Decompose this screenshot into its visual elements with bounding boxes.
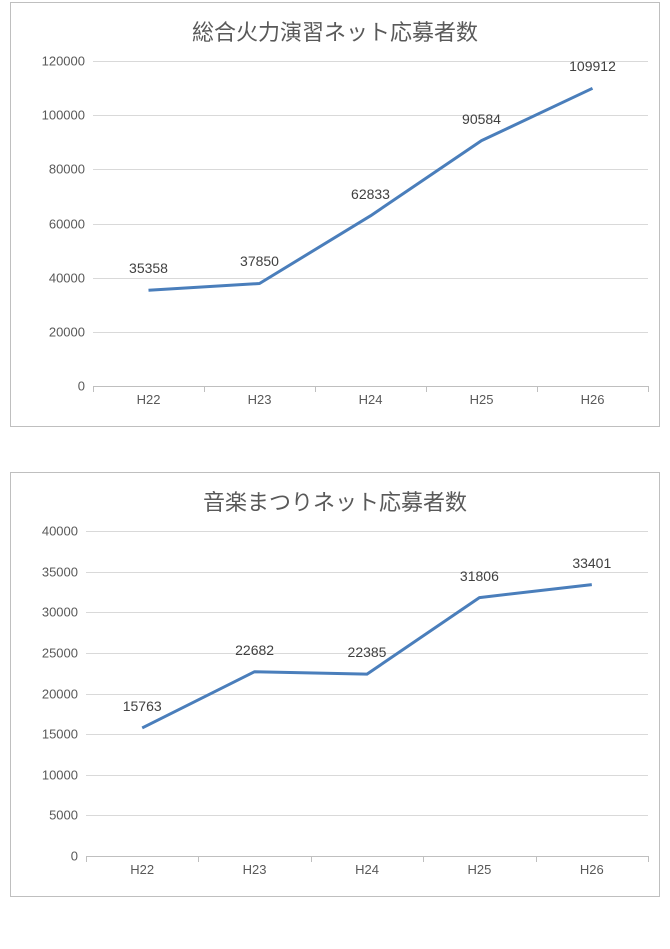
chart2-plot: 0500010000150002000025000300003500040000… — [86, 531, 648, 856]
chart1-data-label: 35358 — [129, 260, 168, 276]
chart1-ytick-label: 60000 — [49, 216, 93, 231]
chart1-xtick-label: H24 — [359, 386, 383, 407]
chart1-ytick-label: 120000 — [42, 54, 93, 69]
chart1-xtick-label: H26 — [581, 386, 605, 407]
chart1-xtick-mark — [648, 386, 649, 392]
chart2-ytick-label: 15000 — [42, 727, 86, 742]
chart2-xtick-label: H22 — [130, 856, 154, 877]
chart1-xtick-mark — [537, 386, 538, 392]
chart2-data-label: 31806 — [460, 568, 499, 584]
chart2-data-label: 22682 — [235, 642, 274, 658]
charts-root: 総合火力演習ネット応募者数020000400006000080000100000… — [0, 0, 670, 949]
chart1-ytick-label: 0 — [78, 379, 93, 394]
chart2-xtick-mark — [198, 856, 199, 862]
chart1-xtick-mark — [204, 386, 205, 392]
chart2-ytick-label: 5000 — [49, 808, 86, 823]
chart1-xtick-mark — [426, 386, 427, 392]
chart1-ytick-label: 20000 — [49, 324, 93, 339]
chart2-ytick-label: 25000 — [42, 645, 86, 660]
chart1-plot: 020000400006000080000100000120000H22H23H… — [93, 61, 648, 386]
chart1-xtick-label: H23 — [248, 386, 272, 407]
chart1-line-svg — [93, 61, 648, 386]
chart2-xtick-mark — [536, 856, 537, 862]
chart2-ytick-label: 35000 — [42, 564, 86, 579]
chart2-xtick-label: H23 — [243, 856, 267, 877]
chart2-xtick-label: H25 — [467, 856, 491, 877]
chart2-ytick-label: 10000 — [42, 767, 86, 782]
chart1-ytick-label: 40000 — [49, 270, 93, 285]
chart2-xtick-mark — [423, 856, 424, 862]
chart1-container: 総合火力演習ネット応募者数020000400006000080000100000… — [10, 2, 660, 427]
chart2-ytick-label: 40000 — [42, 524, 86, 539]
chart1-xtick-label: H25 — [470, 386, 494, 407]
chart1-ytick-label: 100000 — [42, 108, 93, 123]
chart2-xtick-label: H26 — [580, 856, 604, 877]
chart1-xtick-mark — [93, 386, 94, 392]
chart2-ytick-label: 30000 — [42, 605, 86, 620]
chart1-data-label: 90584 — [462, 111, 501, 127]
chart1-xtick-mark — [315, 386, 316, 392]
chart2-data-label: 15763 — [123, 698, 162, 714]
chart1-ytick-label: 80000 — [49, 162, 93, 177]
chart1-data-label: 37850 — [240, 253, 279, 269]
chart2-container: 音楽まつりネット応募者数0500010000150002000025000300… — [10, 472, 660, 897]
chart2-xtick-mark — [311, 856, 312, 862]
chart2-title: 音楽まつりネット応募者数 — [11, 485, 659, 517]
chart2-xtick-mark — [648, 856, 649, 862]
chart2-line-svg — [86, 531, 648, 856]
chart2-data-label: 22385 — [348, 644, 387, 660]
chart1-data-label: 62833 — [351, 186, 390, 202]
chart2-xtick-label: H24 — [355, 856, 379, 877]
chart2-xtick-mark — [86, 856, 87, 862]
chart2-ytick-label: 0 — [71, 849, 86, 864]
chart1-xtick-label: H22 — [137, 386, 161, 407]
chart1-title: 総合火力演習ネット応募者数 — [11, 15, 659, 47]
chart2-ytick-label: 20000 — [42, 686, 86, 701]
chart1-data-label: 109912 — [569, 58, 616, 74]
chart2-data-label: 33401 — [572, 555, 611, 571]
